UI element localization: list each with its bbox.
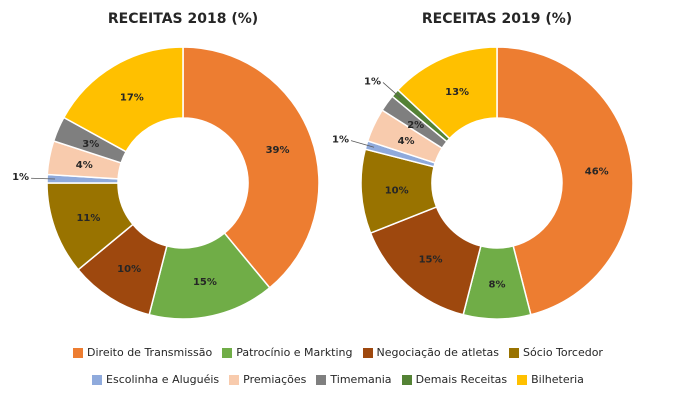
legend-item: Direito de Transmissão — [73, 346, 212, 359]
data-label: 15% — [193, 277, 217, 288]
legend-swatch — [401, 374, 412, 385]
legend-item: Bilheteria — [517, 373, 584, 386]
data-label: 11% — [76, 213, 100, 224]
legend-label: Timemania — [330, 373, 392, 386]
data-label: 46% — [585, 166, 609, 177]
data-label: 10% — [385, 185, 409, 196]
data-label: 8% — [489, 280, 506, 291]
legend-label: Sócio Torcedor — [523, 346, 603, 359]
legend-swatch — [229, 374, 240, 385]
data-label: 4% — [76, 160, 93, 171]
leader-line — [31, 177, 56, 180]
legend-row-1: Direito de Transmissão Patrocínio e Mark… — [0, 346, 676, 359]
data-label: 10% — [117, 264, 141, 275]
legend-swatch — [73, 347, 84, 358]
legend-item: Patrocínio e Markting — [222, 346, 353, 359]
data-label: 1% — [364, 76, 381, 87]
legend-label: Patrocínio e Markting — [236, 346, 353, 359]
data-label: 3% — [82, 139, 99, 150]
chart-title-2018: RECEITAS 2018 (%) — [108, 11, 258, 27]
legend-label: Negociação de atletas — [376, 346, 499, 359]
legend-label: Demais Receitas — [415, 373, 508, 386]
data-label: 17% — [120, 92, 144, 103]
legend-label: Bilheteria — [531, 373, 584, 386]
leader-line — [382, 82, 402, 99]
legend-swatch — [517, 374, 528, 385]
leader-line — [350, 140, 375, 148]
legend-label: Direito de Transmissão — [87, 346, 213, 359]
slice-direito-de-transmiss-o — [182, 46, 320, 289]
legend-item: Demais Receitas — [401, 373, 508, 386]
slice-bilheteria — [396, 46, 498, 140]
data-label: 39% — [266, 145, 290, 156]
slice-direito-de-transmiss-o — [496, 46, 634, 316]
data-label: 4% — [398, 136, 415, 147]
legend-item: Timemania — [316, 373, 392, 386]
data-label: 1% — [332, 135, 349, 146]
legend-swatch — [362, 347, 373, 358]
data-label: 2% — [407, 120, 424, 131]
slice-bilheteria — [62, 46, 184, 153]
legend-item: Negociação de atletas — [362, 346, 499, 359]
legend-item: Escolinha e Aluguéis — [92, 373, 219, 386]
legend-label: Premiações — [243, 373, 307, 386]
data-label: 15% — [419, 254, 443, 265]
legend-label: Escolinha e Aluguéis — [106, 373, 220, 386]
legend-swatch — [316, 374, 327, 385]
legend-swatch — [222, 347, 233, 358]
legend-item: Premiações — [229, 373, 306, 386]
legend-swatch — [92, 374, 103, 385]
legend-row-2: Escolinha e Aluguéis Premiações Timemani… — [0, 373, 676, 386]
data-label: 13% — [445, 87, 469, 98]
chart-title-2019: RECEITAS 2019 (%) — [422, 11, 572, 27]
data-label: 1% — [12, 172, 29, 183]
legend-swatch — [509, 347, 519, 358]
legend-item: Sócio Torcedor — [509, 346, 603, 359]
